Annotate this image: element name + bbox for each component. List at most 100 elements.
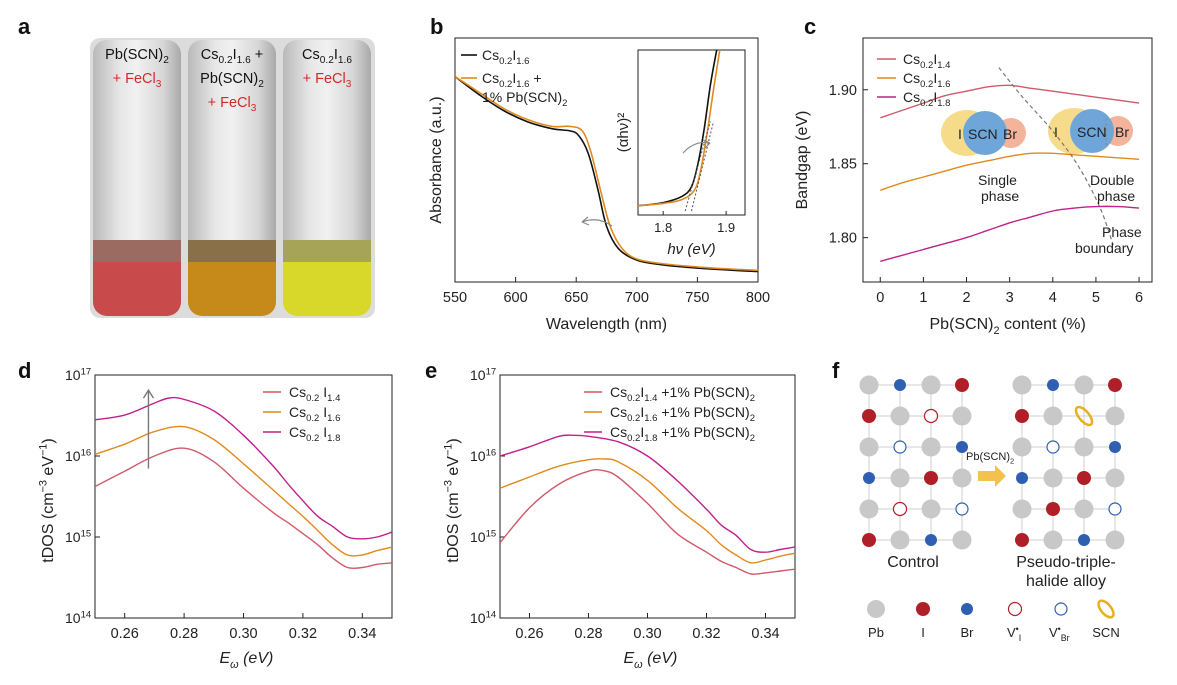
lattice-control-i-vacancy bbox=[892, 501, 908, 517]
chart-e-xlabel: Eω (eV) bbox=[624, 650, 678, 671]
panel-letter-c: c bbox=[804, 14, 817, 39]
chart-d-ylabel: tDOS (cm−3 eV−1) bbox=[38, 438, 57, 562]
lattice-control-br-vacancy bbox=[893, 440, 907, 454]
chart-e-series-1 bbox=[500, 458, 795, 564]
panel-letter-e: e bbox=[425, 358, 438, 383]
lattice-alloy-br-atom bbox=[1078, 534, 1090, 546]
chart-b-series-0 bbox=[454, 75, 759, 273]
lattice-alloy-pb-atom bbox=[1074, 499, 1094, 519]
chart-c-xtick-label: 4 bbox=[1049, 290, 1057, 306]
chart-c-xtick-label: 1 bbox=[919, 290, 927, 306]
chart-d-series-0 bbox=[95, 447, 392, 570]
lattice-alloy-i-atom bbox=[1108, 378, 1122, 392]
chart-e-legend-2: Cs0.2I1.8 +1% Pb(SCN)2 bbox=[610, 424, 755, 444]
lattice-control-i-vacancy bbox=[923, 408, 939, 424]
lattice-alloy-br-vacancy bbox=[1046, 440, 1060, 454]
panel-letter-d: d bbox=[18, 358, 32, 383]
chart-e-ylabel: tDOS (cm−3 eV−1) bbox=[443, 438, 462, 562]
lattice-control-pb-atom bbox=[859, 499, 879, 519]
lattice-alloy-br-atom bbox=[1109, 441, 1121, 453]
chart-b-inset-fit-1 bbox=[691, 121, 715, 212]
lattice-control-i-atom bbox=[955, 378, 969, 392]
chart-b-legend-1b: 1% Pb(SCN)2 bbox=[482, 89, 567, 109]
chart-c-single-1: Single bbox=[978, 172, 1017, 188]
vial-2-liquid bbox=[188, 262, 276, 316]
vial-2: Cs0.2I1.6 + Pb(SCN)2 + FeCl3 bbox=[188, 40, 276, 316]
lattice-alloy-pb-atom bbox=[1105, 530, 1125, 550]
chart-c-legend-2: Cs0.2I1.8 bbox=[903, 89, 950, 109]
chart-b-legend-1a: Cs0.2I1.6 + bbox=[482, 70, 542, 90]
lattice-control-i-atom bbox=[862, 533, 876, 547]
lattice-control-pb-atom bbox=[890, 406, 910, 426]
chart-c-series-1 bbox=[880, 152, 1140, 191]
lattice-alloy-br-vacancy bbox=[1108, 502, 1122, 516]
chart-c-frame bbox=[862, 37, 1153, 283]
vial-3-label: Cs0.2I1.6 + FeCl3 bbox=[302, 47, 352, 90]
vial-3-meniscus bbox=[283, 240, 371, 262]
chart-c-xtick-label: 3 bbox=[1006, 290, 1014, 306]
chart-c-xtick-label: 0 bbox=[876, 290, 884, 306]
key-br-vacancy-icon bbox=[1054, 602, 1068, 616]
chart-c-xtick-label: 5 bbox=[1092, 290, 1100, 306]
lattice-alloy-i-atom bbox=[1077, 471, 1091, 485]
chart-d-series-2 bbox=[95, 396, 392, 540]
chart-c-legend-0: Cs0.2I1.4 bbox=[903, 51, 951, 71]
chart-c-label-SCN-1: SCN bbox=[968, 126, 998, 142]
chart-e: 0.26 0.28 0.30 0.32 0.34 1014 1015 1016 1017 Eω (… bbox=[443, 366, 796, 671]
chart-c-series-0 bbox=[880, 84, 1140, 119]
chart-c-legend-1: Cs0.2I1.6 bbox=[903, 70, 950, 90]
chart-c-label-I-2: I bbox=[1054, 124, 1058, 140]
chart-d-legend-1: Cs0.2 I1.6 bbox=[289, 404, 340, 424]
chart-b-inset-series-0 bbox=[638, 50, 718, 207]
chart-d-ytick-label: 1014 bbox=[65, 609, 92, 626]
arrow-right-icon bbox=[978, 465, 1006, 487]
chart-b-arrow bbox=[581, 219, 613, 227]
chart-d-xtick-label: 0.28 bbox=[170, 626, 198, 642]
chart-b-xtick-label: 550 bbox=[443, 290, 467, 306]
key-br-vacancy-label: V•Br bbox=[1049, 624, 1070, 643]
chart-e-ytick-label: 1016 bbox=[470, 447, 496, 464]
chart-b-xtick-label: 800 bbox=[746, 290, 770, 306]
chart-c-boundary-1: Phase bbox=[1102, 224, 1142, 240]
lattice-alloy-pb-atom bbox=[1012, 437, 1032, 457]
lattice-alloy-pb-atom bbox=[1043, 468, 1063, 488]
key-i-vacancy-label: V•I bbox=[1007, 624, 1021, 643]
key-scn-icon bbox=[1097, 599, 1115, 619]
chart-e-xtick-label: 0.34 bbox=[751, 626, 779, 642]
chart-e-xtick-label: 0.30 bbox=[633, 626, 661, 642]
vial-3-liquid bbox=[283, 262, 371, 316]
vial-1: Pb(SCN)2 + FeCl3 bbox=[93, 40, 181, 316]
chart-d: 0.26 0.28 0.30 0.32 0.34 1014 1015 1016 1017 Eω (… bbox=[38, 366, 393, 671]
chart-c-xtick-label: 6 bbox=[1135, 290, 1143, 306]
panel-letter-a: a bbox=[18, 14, 31, 39]
chart-c-boundary-2: boundary bbox=[1075, 240, 1133, 256]
vial-2-label: Cs0.2I1.6 + Pb(SCN)2 + FeCl3 bbox=[200, 47, 264, 114]
chart-c-label-Br-2: Br bbox=[1115, 124, 1129, 140]
chart-b-inset: 1.8 1.9hν (eV) (αhν)² bbox=[615, 49, 746, 258]
chart-e-frame bbox=[499, 374, 796, 619]
lattice-control-pb-atom bbox=[890, 468, 910, 488]
lattice-alloy-br-atom bbox=[1047, 379, 1059, 391]
chart-b-inset-xtick-label: 1.8 bbox=[654, 220, 672, 235]
chart-c-label-Br-1: Br bbox=[1003, 126, 1017, 142]
chart-c-double-2: phase bbox=[1097, 188, 1135, 204]
lattice-alloy-pb-atom bbox=[1074, 437, 1094, 457]
lattice-control-pb-atom bbox=[952, 468, 972, 488]
chart-d-ytick-label: 1016 bbox=[65, 447, 91, 464]
key-scn-label: SCN bbox=[1092, 625, 1119, 640]
lattice-control-pb-atom bbox=[859, 375, 879, 395]
vial-1-meniscus bbox=[93, 240, 181, 262]
lattice-control-br-atom bbox=[863, 472, 875, 484]
chart-c-double-SCN-bubble bbox=[1070, 109, 1114, 153]
chart-b-inset-arrow bbox=[682, 141, 711, 154]
chart-d-xtick-label: 0.30 bbox=[229, 626, 257, 642]
chart-d-legend-0: Cs0.2 I1.4 bbox=[289, 384, 341, 404]
schematic-f-alloy-label-2: halide alloy bbox=[1026, 573, 1106, 590]
vial-1-label: Pb(SCN)2 + FeCl3 bbox=[105, 47, 169, 90]
key-pb-label: Pb bbox=[868, 625, 884, 640]
lattice-alloy-i-atom bbox=[1015, 409, 1029, 423]
lattice-alloy-pb-atom bbox=[1105, 468, 1125, 488]
chart-b-inset-series-1 bbox=[638, 50, 721, 207]
lattice-control-br-atom bbox=[956, 441, 968, 453]
chart-c-phase-boundary bbox=[998, 67, 1114, 246]
